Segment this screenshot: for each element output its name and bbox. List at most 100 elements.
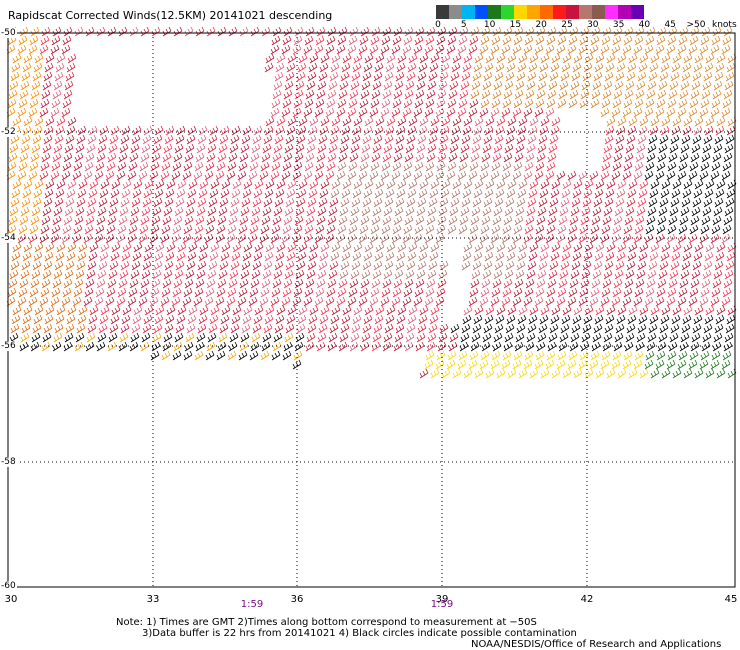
- wind-barb: [457, 359, 467, 370]
- wind-barb: [328, 143, 338, 154]
- wind-barb: [689, 287, 699, 298]
- wind-barb: [427, 269, 437, 280]
- wind-barb: [100, 179, 110, 190]
- wind-barb: [512, 44, 522, 55]
- wind-barb: [108, 206, 118, 217]
- wind-barb: [551, 179, 561, 190]
- wind-barb: [329, 197, 339, 208]
- wind-barb: [61, 107, 71, 118]
- wind-barb: [273, 80, 283, 91]
- wind-barb: [671, 314, 681, 325]
- wind-barb: [616, 188, 626, 199]
- wind-barb: [129, 26, 139, 37]
- wind-barb: [338, 152, 348, 163]
- wind-barb: [682, 314, 692, 325]
- wind-barb: [315, 287, 325, 298]
- wind-barb: [238, 350, 248, 361]
- wind-barb: [54, 71, 64, 82]
- wind-barb: [666, 359, 676, 370]
- wind-barb: [374, 314, 384, 325]
- wind-barb: [359, 224, 369, 235]
- wind-barb: [427, 206, 437, 217]
- wind-barb: [305, 215, 315, 226]
- wind-barb: [699, 359, 709, 370]
- wind-barb: [560, 71, 570, 82]
- wind-barb: [633, 107, 643, 118]
- wind-barb: [393, 152, 403, 163]
- wind-barb: [536, 215, 546, 226]
- wind-barb: [691, 80, 701, 91]
- wind-barb: [386, 242, 396, 253]
- wind-barb: [307, 71, 317, 82]
- wind-barb: [350, 332, 360, 343]
- wind-barb: [282, 287, 292, 298]
- wind-barb: [507, 368, 517, 379]
- wind-barb: [658, 269, 668, 280]
- wind-barb: [429, 314, 439, 325]
- wind-barb: [570, 206, 580, 217]
- wind-barb: [263, 323, 273, 334]
- wind-barb: [601, 98, 611, 109]
- wind-barb: [108, 143, 118, 154]
- wind-barb: [248, 296, 258, 307]
- wind-barb: [364, 53, 374, 64]
- wind-barb: [327, 26, 337, 37]
- wind-barb: [426, 89, 436, 100]
- wind-barb: [549, 260, 559, 271]
- wind-barb: [694, 116, 704, 127]
- wind-barb: [188, 179, 198, 190]
- wind-barb: [405, 143, 415, 154]
- wind-barb: [240, 143, 250, 154]
- wind-barb: [600, 44, 610, 55]
- wind-barb: [457, 44, 467, 55]
- wind-barb: [271, 98, 281, 109]
- wind-barb: [702, 80, 712, 91]
- wind-barb: [51, 287, 61, 298]
- wind-barb: [52, 341, 62, 352]
- wind-barb: [44, 251, 54, 262]
- wind-barb: [281, 296, 291, 307]
- wind-barb: [613, 341, 623, 352]
- wind-barb: [97, 143, 107, 154]
- wind-barb: [490, 170, 500, 181]
- wind-barb: [116, 296, 126, 307]
- wind-barb: [682, 62, 692, 73]
- wind-barb: [490, 44, 500, 55]
- wind-barb: [670, 323, 680, 334]
- wind-barb: [413, 107, 423, 118]
- wind-barb: [484, 251, 494, 262]
- wind-barb: [408, 179, 418, 190]
- wind-barb: [495, 125, 505, 136]
- wind-barb: [646, 341, 656, 352]
- wind-barb: [251, 269, 261, 280]
- wind-barb: [397, 53, 407, 64]
- wind-barb: [419, 242, 429, 253]
- wind-barb: [548, 269, 558, 280]
- wind-barb: [272, 341, 282, 352]
- wind-barb: [504, 269, 514, 280]
- wind-barb: [413, 296, 423, 307]
- wind-barb: [568, 350, 578, 361]
- wind-barb: [716, 305, 726, 316]
- wind-barb: [502, 224, 512, 235]
- wind-barb: [638, 188, 648, 199]
- wind-barb: [524, 350, 534, 361]
- scale-swatch-7: [527, 5, 540, 19]
- wind-barb: [241, 134, 251, 145]
- wind-barb: [99, 251, 109, 262]
- wind-barb: [337, 287, 347, 298]
- wind-barb: [96, 152, 106, 163]
- wind-barb: [558, 89, 568, 100]
- wind-barb: [481, 341, 491, 352]
- wind-barb: [578, 44, 588, 55]
- wind-barb: [703, 197, 713, 208]
- wind-barb: [252, 323, 262, 334]
- lat-label-54: -54: [0, 233, 17, 243]
- wind-barb: [172, 224, 182, 235]
- wind-barb: [130, 269, 140, 280]
- wind-barb: [42, 332, 52, 343]
- wind-barb: [659, 260, 669, 271]
- wind-barb: [195, 26, 205, 37]
- wind-barb: [143, 251, 153, 262]
- wind-barb: [30, 278, 40, 289]
